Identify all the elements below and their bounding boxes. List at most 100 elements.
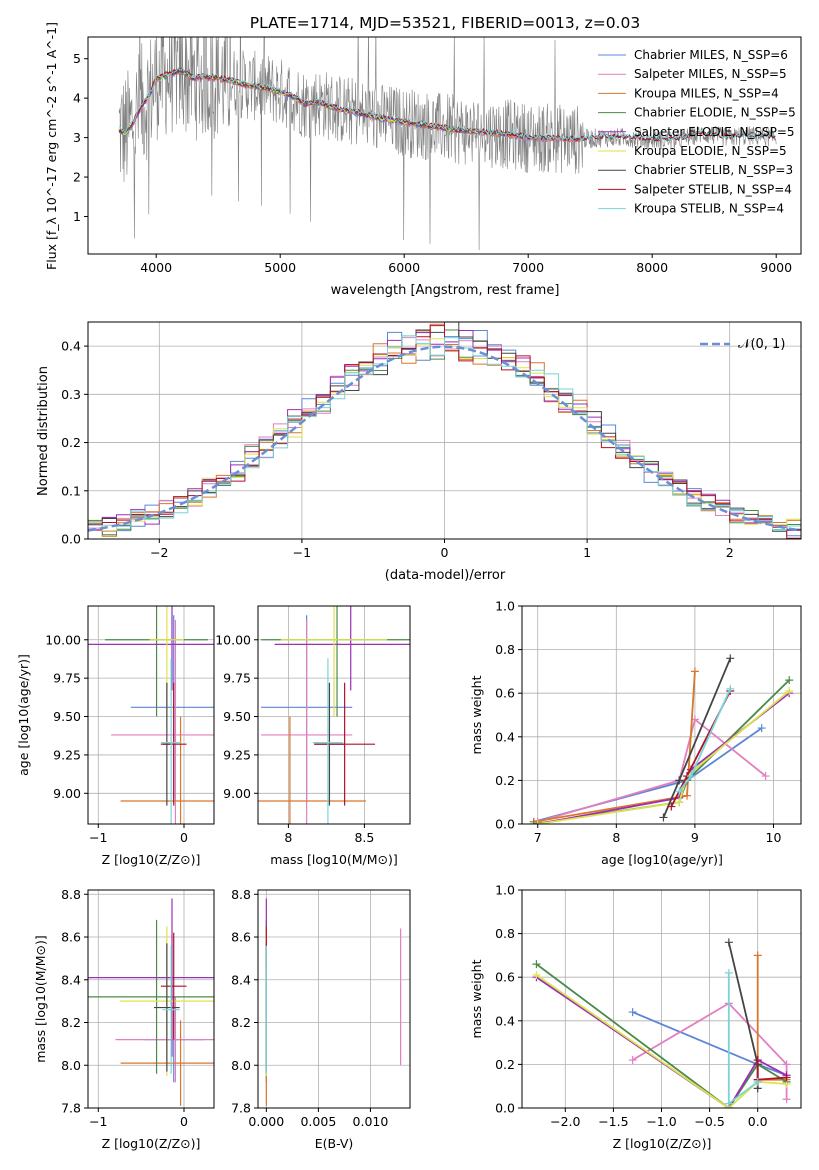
mass-weight-marker (628, 1056, 637, 1065)
age-vs-metallicity-panel: −1 0 9.00 9.25 9.50 9.75 10.00 Z [log10(Z/Z⊙)] a… (16, 605, 215, 867)
y-tick-label: 9.50 (223, 709, 251, 724)
axes-border (87, 321, 802, 540)
x-tick-label: 0 (441, 545, 449, 560)
x-tick-label: 0.0 (748, 1114, 768, 1129)
mass-weight-marker (726, 654, 735, 663)
axes-frame: −1 0 9.00 9.25 9.50 9.75 10.00 Z [log10(Z/Z⊙)] a… (16, 605, 215, 867)
x-tick-label: −1.5 (598, 1114, 628, 1129)
mass-weight-marker (753, 1056, 762, 1065)
plot-area (88, 898, 214, 1106)
x-tick-label: −1 (89, 1114, 107, 1129)
legend-entry: Kroupa STELIB, N_SSP=4 (634, 202, 784, 216)
axes-border (87, 605, 215, 825)
x-tick-label: 4000 (140, 260, 172, 275)
x-tick-label: 0.010 (353, 1114, 389, 1129)
y-tick-label: 0.0 (61, 532, 81, 547)
mass-weight-marker (675, 776, 684, 785)
axes-border (521, 889, 802, 1109)
plot-area (88, 606, 214, 824)
y-tick-label: 8.6 (231, 930, 251, 945)
x-tick-label: −1 (293, 545, 311, 560)
x-axis-label: Z [log10(Z/Z⊙)] (613, 1136, 712, 1151)
y-tick-label: 2 (73, 170, 81, 185)
y-tick-label: 1.0 (495, 599, 515, 614)
x-tick-label: −0.5 (694, 1114, 724, 1129)
spectrum-panel: 4000 5000 6000 7000 8000 9000 1 2 3 4 5 wavelength … (44, 22, 802, 298)
x-tick-label: −1 (89, 830, 107, 845)
axes-border (257, 605, 411, 825)
axes-frame: −2.0 −1.5 −1.0 −0.5 0.0 0.0 0.2 0.4 0.6 0.8 1.0 Z [… (469, 883, 802, 1151)
y-tick-label: 9.75 (53, 671, 81, 686)
axes-frame: 0.000 0.005 0.010 7.8 8.0 8.2 8.4 8.6 8.8 E(B-V) (231, 887, 411, 1151)
y-tick-label: 4 (73, 91, 81, 106)
x-tick-label: 8.5 (354, 830, 374, 845)
y-tick-label: 0.6 (495, 970, 515, 985)
mass-weight-marker (782, 1073, 791, 1082)
mass-weight-marker (675, 787, 684, 796)
axes-frame: 8 8.5 9.00 9.25 9.50 9.75 10.00 mass [log10(M/M… (215, 605, 411, 867)
mass-weight-marker (690, 667, 699, 676)
mass-weight-marker (659, 813, 668, 822)
mass-weight-vs-age-panel: 7 8 9 10 0.0 0.2 0.4 0.6 0.8 1.0 age [log10(age/yr… (469, 599, 802, 867)
y-tick-label: 9.00 (223, 786, 251, 801)
model-spectrum (118, 67, 776, 142)
axes-frame: 7 8 9 10 0.0 0.2 0.4 0.6 0.8 1.0 age [log10(age/yr… (469, 599, 802, 867)
y-tick-label: 0.0 (495, 1101, 515, 1116)
figure-title: PLATE=1714, MJD=53521, FIBERID=0013, z=0… (250, 14, 640, 32)
y-tick-label: 9.00 (53, 786, 81, 801)
axes-border (87, 889, 215, 1109)
y-tick-label: 10.00 (45, 632, 81, 647)
mass-weight-line (537, 690, 790, 824)
mass-weight-line (537, 717, 767, 823)
mass-weight-marker (785, 676, 794, 685)
y-tick-label: 0.2 (61, 435, 81, 450)
x-tick-label: 9 (691, 830, 699, 845)
plot-area (258, 606, 410, 824)
axes-border (87, 36, 802, 255)
x-axis-label: mass [log10(M/M⊙)] (270, 852, 398, 867)
x-axis-label: E(B-V) (315, 1136, 354, 1151)
y-tick-label: 0.4 (495, 1013, 515, 1028)
legend-entry: Kroupa ELODIE, N_SSP=5 (634, 144, 787, 158)
mass-weight-marker (757, 724, 766, 733)
y-tick-label: 8.8 (61, 887, 81, 902)
mass-weight-marker (782, 1095, 791, 1104)
mass-weight-marker (724, 968, 733, 977)
mass-weight-vs-metallicity-panel: −2.0 −1.5 −1.0 −0.5 0.0 0.0 0.2 0.4 0.6 0.8 1.0 Z [… (469, 883, 802, 1151)
mass-weight-marker (533, 820, 542, 824)
mass-weight-marker (686, 772, 695, 781)
mass-weight-line (662, 657, 732, 818)
y-tick-label: 0.6 (495, 686, 515, 701)
y-tick-label: 0.8 (495, 926, 515, 941)
mass-weight-line (535, 963, 788, 1108)
y-axis-label: Normed distribution (36, 366, 51, 496)
y-tick-label: 1 (73, 209, 81, 224)
y-tick-label: 8.0 (61, 1058, 81, 1073)
axes-border (521, 605, 802, 825)
y-tick-label: 5 (73, 51, 81, 66)
y-tick-label: 0.8 (495, 642, 515, 657)
y-tick-label: 8.8 (231, 887, 251, 902)
x-tick-label: −1.0 (646, 1114, 676, 1129)
x-tick-label: 10 (766, 830, 782, 845)
x-tick-label: −2.0 (550, 1114, 580, 1129)
mass-weight-marker (726, 684, 735, 693)
x-tick-label: 0.000 (248, 1114, 284, 1129)
y-tick-label: 0.2 (495, 1057, 515, 1072)
x-tick-label: 7 (534, 830, 542, 845)
legend-entry: Salpeter ELODIE, N_SSP=5 (634, 125, 795, 139)
y-axis-label: mass [log10(M/M⊙)] (33, 935, 48, 1063)
x-tick-label: 1 (583, 545, 591, 560)
x-tick-label: −2 (150, 545, 168, 560)
y-tick-label: 7.8 (61, 1101, 81, 1116)
y-tick-label: 7.8 (231, 1101, 251, 1116)
legend-entry: Kroupa MILES, N_SSP=4 (634, 86, 779, 100)
x-axis-label: age [log10(age/yr)] (601, 852, 723, 867)
mass-weight-marker (761, 772, 770, 781)
mass-weight-marker (628, 1008, 637, 1017)
axes-frame: 4000 5000 6000 7000 8000 9000 1 2 3 4 5 wavelength … (44, 22, 802, 298)
legend-entry: Salpeter STELIB, N_SSP=4 (634, 182, 792, 196)
y-tick-label: 8.2 (61, 1015, 81, 1030)
y-axis-label: age [log10(age/yr)] (16, 654, 31, 776)
x-tick-label: 2 (726, 545, 734, 560)
